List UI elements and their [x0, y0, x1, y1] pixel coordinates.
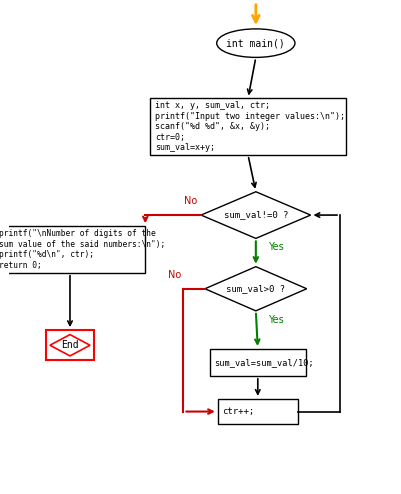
Text: sum_val=sum_val/10;: sum_val=sum_val/10;: [214, 358, 314, 367]
Ellipse shape: [216, 29, 294, 57]
FancyBboxPatch shape: [0, 226, 145, 273]
Text: No: No: [168, 270, 181, 280]
Text: End: End: [61, 340, 79, 350]
FancyBboxPatch shape: [217, 399, 297, 424]
Text: ctr++;: ctr++;: [222, 407, 254, 416]
Text: No: No: [183, 196, 196, 206]
Polygon shape: [200, 192, 310, 239]
Text: Yes: Yes: [267, 315, 283, 325]
Text: int main(): int main(): [226, 38, 284, 48]
FancyBboxPatch shape: [45, 330, 94, 361]
FancyBboxPatch shape: [150, 98, 345, 155]
Polygon shape: [50, 334, 90, 356]
FancyBboxPatch shape: [209, 349, 305, 376]
Text: int x, y, sum_val, ctr;
printf("Input two integer values:\n");
scanf("%d %d", &x: int x, y, sum_val, ctr; printf("Input tw…: [154, 101, 344, 152]
Polygon shape: [205, 267, 306, 311]
Text: printf("\nNumber of digits of the
sum value of the said numbers:\n");
printf("%d: printf("\nNumber of digits of the sum va…: [0, 229, 165, 270]
Text: sum_val!=0 ?: sum_val!=0 ?: [223, 210, 288, 219]
Text: Yes: Yes: [267, 243, 283, 252]
Text: sum_val>0 ?: sum_val>0 ?: [226, 284, 285, 293]
